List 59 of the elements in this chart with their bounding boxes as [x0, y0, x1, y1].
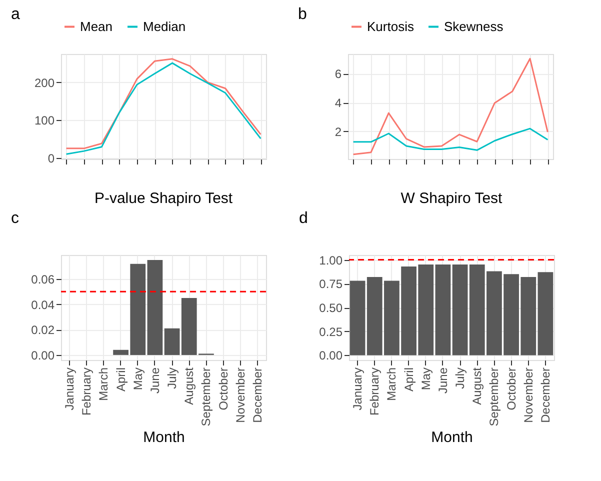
x-tick-label: April — [114, 368, 128, 392]
x-tick-label: August — [470, 366, 484, 405]
y-tick-label: 0.06 — [31, 272, 55, 287]
y-tick-label: 0.25 — [319, 324, 343, 339]
x-tick-label: September — [199, 368, 214, 426]
x-tick-label: October — [504, 368, 518, 410]
x-tick-label: November — [233, 368, 248, 423]
y-tick-label: 4 — [334, 96, 342, 110]
bar — [164, 328, 180, 355]
bar — [538, 272, 554, 356]
y-tick-label: 200 — [34, 76, 55, 90]
y-tick-label: 2 — [334, 124, 342, 139]
x-tick-label: December — [250, 368, 264, 423]
bar — [435, 264, 451, 356]
bar — [350, 280, 366, 356]
x-tick-label: March — [96, 368, 111, 401]
legend-label: Median — [143, 18, 186, 34]
text: c — [11, 210, 19, 227]
line-series — [352, 58, 548, 156]
x-tick-label: October — [216, 368, 230, 410]
text: d — [299, 210, 308, 227]
x-tick-label: November — [521, 368, 536, 423]
y-tick-label: 0.00 — [31, 348, 55, 362]
x-tick-label: June — [148, 367, 162, 394]
x-tick-label: February — [368, 368, 382, 416]
x-tick-label: July — [453, 368, 468, 389]
x-tick-label: April — [402, 368, 416, 392]
x-tick-label: March — [384, 368, 399, 401]
x-tick-label: August — [182, 366, 196, 405]
x-axis-title: Month — [431, 429, 473, 446]
y-tick-label: 0.75 — [319, 277, 343, 292]
y-tick-label: 0 — [48, 151, 55, 166]
text: a — [11, 6, 20, 23]
legend-label: Kurtosis — [367, 18, 414, 34]
x-tick-label: May — [418, 368, 433, 390]
x-tick-label: January — [62, 368, 77, 410]
x-tick-label: July — [165, 368, 180, 389]
x-tick-label: February — [80, 368, 94, 416]
x-tick-label: December — [538, 368, 552, 423]
x-tick-label: September — [487, 368, 502, 426]
chart-title: W Shapiro Test — [400, 190, 504, 207]
bar — [147, 260, 163, 355]
x-axis-title: Month — [143, 429, 185, 446]
y-tick-label: 1.00 — [319, 253, 343, 268]
text: b — [298, 6, 307, 23]
line-series — [352, 128, 548, 151]
x-tick-label: January — [350, 368, 365, 410]
bar — [452, 264, 468, 356]
x-tick-label: June — [436, 367, 450, 394]
y-tick-label: 0.50 — [319, 301, 343, 315]
y-tick-label: 6 — [334, 67, 342, 82]
y-tick-label: 0.00 — [319, 348, 343, 363]
y-tick-label: 0.04 — [31, 298, 55, 312]
legend-label: Mean — [80, 18, 113, 34]
chart-title: P-value Shapiro Test — [94, 190, 234, 207]
y-tick-label: 100 — [34, 114, 55, 128]
x-tick-label: May — [130, 368, 145, 390]
y-tick-label: 0.02 — [31, 323, 55, 338]
legend-label: Skewness — [444, 18, 504, 34]
